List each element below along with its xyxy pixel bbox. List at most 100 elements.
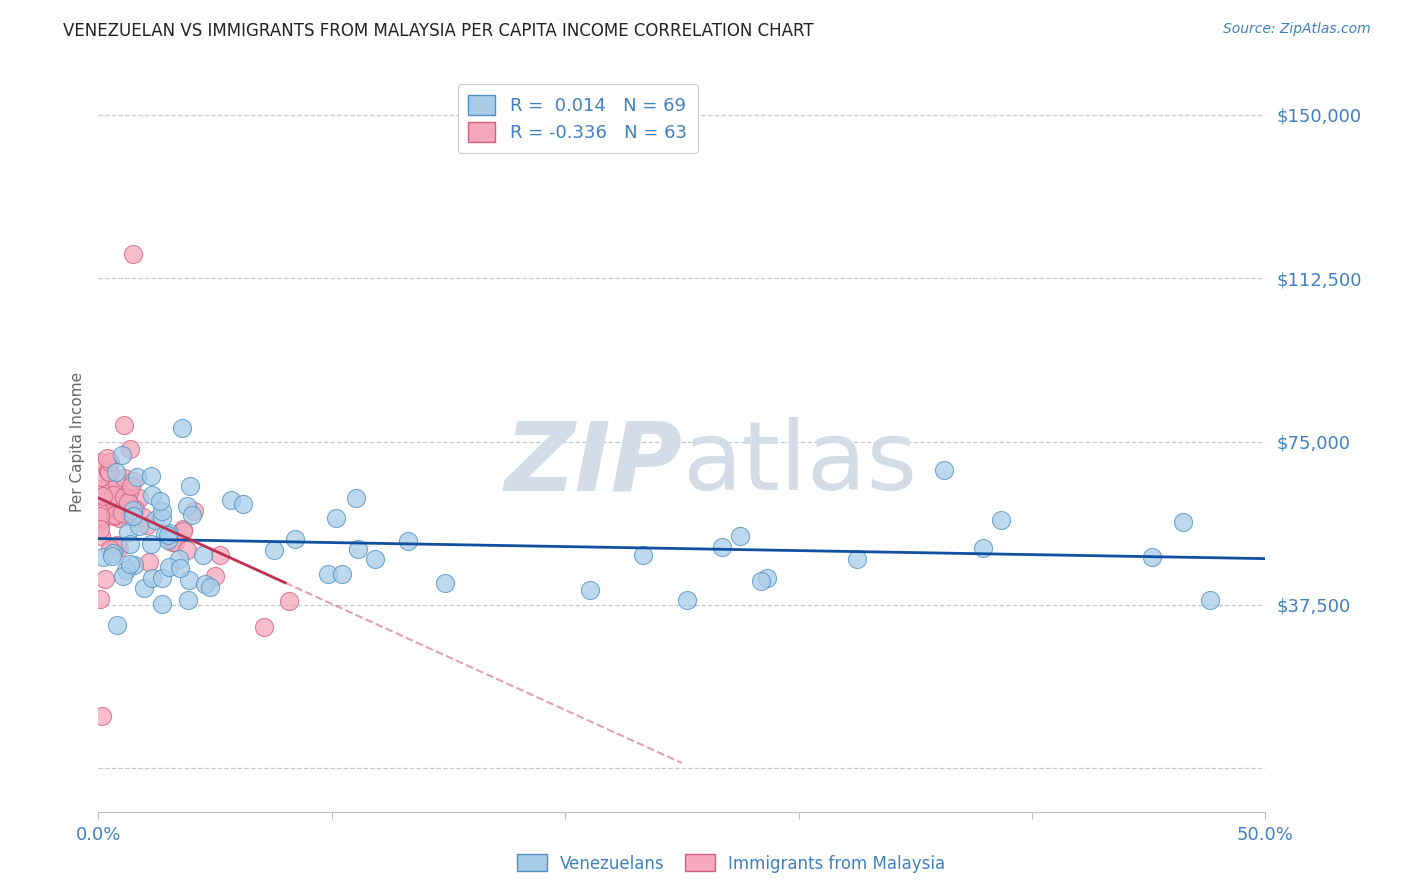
Point — [101, 549, 124, 563]
Point — [110, 486, 132, 500]
Point — [108, 510, 131, 524]
Point — [169, 560, 191, 574]
Point — [118, 485, 141, 500]
Point — [90, 709, 112, 723]
Point — [132, 510, 155, 524]
Point — [177, 593, 200, 607]
Point — [114, 563, 136, 577]
Point — [1140, 550, 1163, 565]
Point — [118, 442, 141, 457]
Point — [125, 470, 148, 484]
Point — [120, 506, 142, 520]
Point — [183, 504, 205, 518]
Point — [97, 464, 120, 478]
Point — [112, 418, 135, 433]
Point — [108, 504, 131, 518]
Point — [990, 513, 1012, 527]
Point — [111, 506, 134, 520]
Point — [111, 448, 134, 462]
Point — [103, 482, 125, 496]
Point — [117, 495, 139, 509]
Point — [104, 498, 127, 512]
Point — [194, 577, 217, 591]
Point — [219, 493, 242, 508]
Point — [91, 549, 114, 564]
Point — [165, 535, 187, 549]
Point — [96, 450, 118, 465]
Point — [150, 598, 173, 612]
Point — [755, 571, 778, 585]
Point — [170, 421, 193, 435]
Point — [198, 580, 221, 594]
Point — [90, 470, 112, 484]
Point — [162, 535, 184, 549]
Point — [1171, 515, 1194, 529]
Point — [128, 519, 150, 533]
Point — [153, 527, 176, 541]
Point — [134, 581, 156, 595]
Point — [118, 502, 141, 516]
Point — [94, 572, 117, 586]
Point — [115, 509, 138, 524]
Point — [396, 533, 419, 548]
Point — [89, 505, 111, 519]
Point — [143, 513, 166, 527]
Point — [157, 533, 180, 547]
Point — [972, 541, 994, 556]
Point — [128, 491, 150, 505]
Point — [103, 488, 125, 502]
Point — [91, 504, 114, 518]
Point — [90, 511, 112, 525]
Point — [330, 567, 353, 582]
Point — [181, 508, 204, 523]
Point — [150, 571, 173, 585]
Point — [111, 568, 134, 582]
Point — [252, 620, 274, 634]
Point — [232, 497, 254, 511]
Point — [91, 490, 114, 504]
Point — [934, 463, 956, 477]
Point — [89, 508, 111, 523]
Point — [434, 576, 457, 591]
Point — [108, 541, 131, 555]
Point — [98, 486, 121, 500]
Point — [105, 538, 128, 552]
Point — [122, 475, 145, 489]
Point — [141, 488, 163, 502]
Point — [156, 528, 179, 542]
Point — [121, 247, 143, 261]
Point — [117, 525, 139, 540]
Legend: R =  0.014   N = 69, R = -0.336   N = 63: R = 0.014 N = 69, R = -0.336 N = 63 — [457, 84, 697, 153]
Point — [120, 479, 142, 493]
Point — [118, 537, 141, 551]
Point — [169, 551, 191, 566]
Point — [89, 455, 111, 469]
Point — [139, 537, 162, 551]
Point — [208, 548, 231, 562]
Point — [325, 511, 347, 525]
Text: VENEZUELAN VS IMMIGRANTS FROM MALAYSIA PER CAPITA INCOME CORRELATION CHART: VENEZUELAN VS IMMIGRANTS FROM MALAYSIA P… — [63, 22, 814, 40]
Point — [631, 548, 654, 562]
Point — [749, 574, 772, 589]
Point — [138, 555, 160, 569]
Point — [97, 465, 120, 479]
Point — [105, 465, 128, 479]
Point — [100, 541, 122, 556]
Point — [579, 582, 602, 597]
Point — [173, 524, 195, 538]
Point — [347, 541, 370, 556]
Point — [344, 491, 367, 506]
Y-axis label: Per Capita Income: Per Capita Income — [69, 371, 84, 512]
Point — [124, 502, 146, 516]
Point — [141, 468, 163, 483]
Point — [149, 493, 172, 508]
Point — [150, 510, 173, 524]
Point — [122, 558, 145, 573]
Point — [1199, 592, 1222, 607]
Point — [728, 529, 751, 543]
Point — [94, 495, 117, 509]
Point — [157, 559, 180, 574]
Point — [121, 508, 143, 523]
Point — [104, 508, 127, 522]
Point — [141, 571, 163, 585]
